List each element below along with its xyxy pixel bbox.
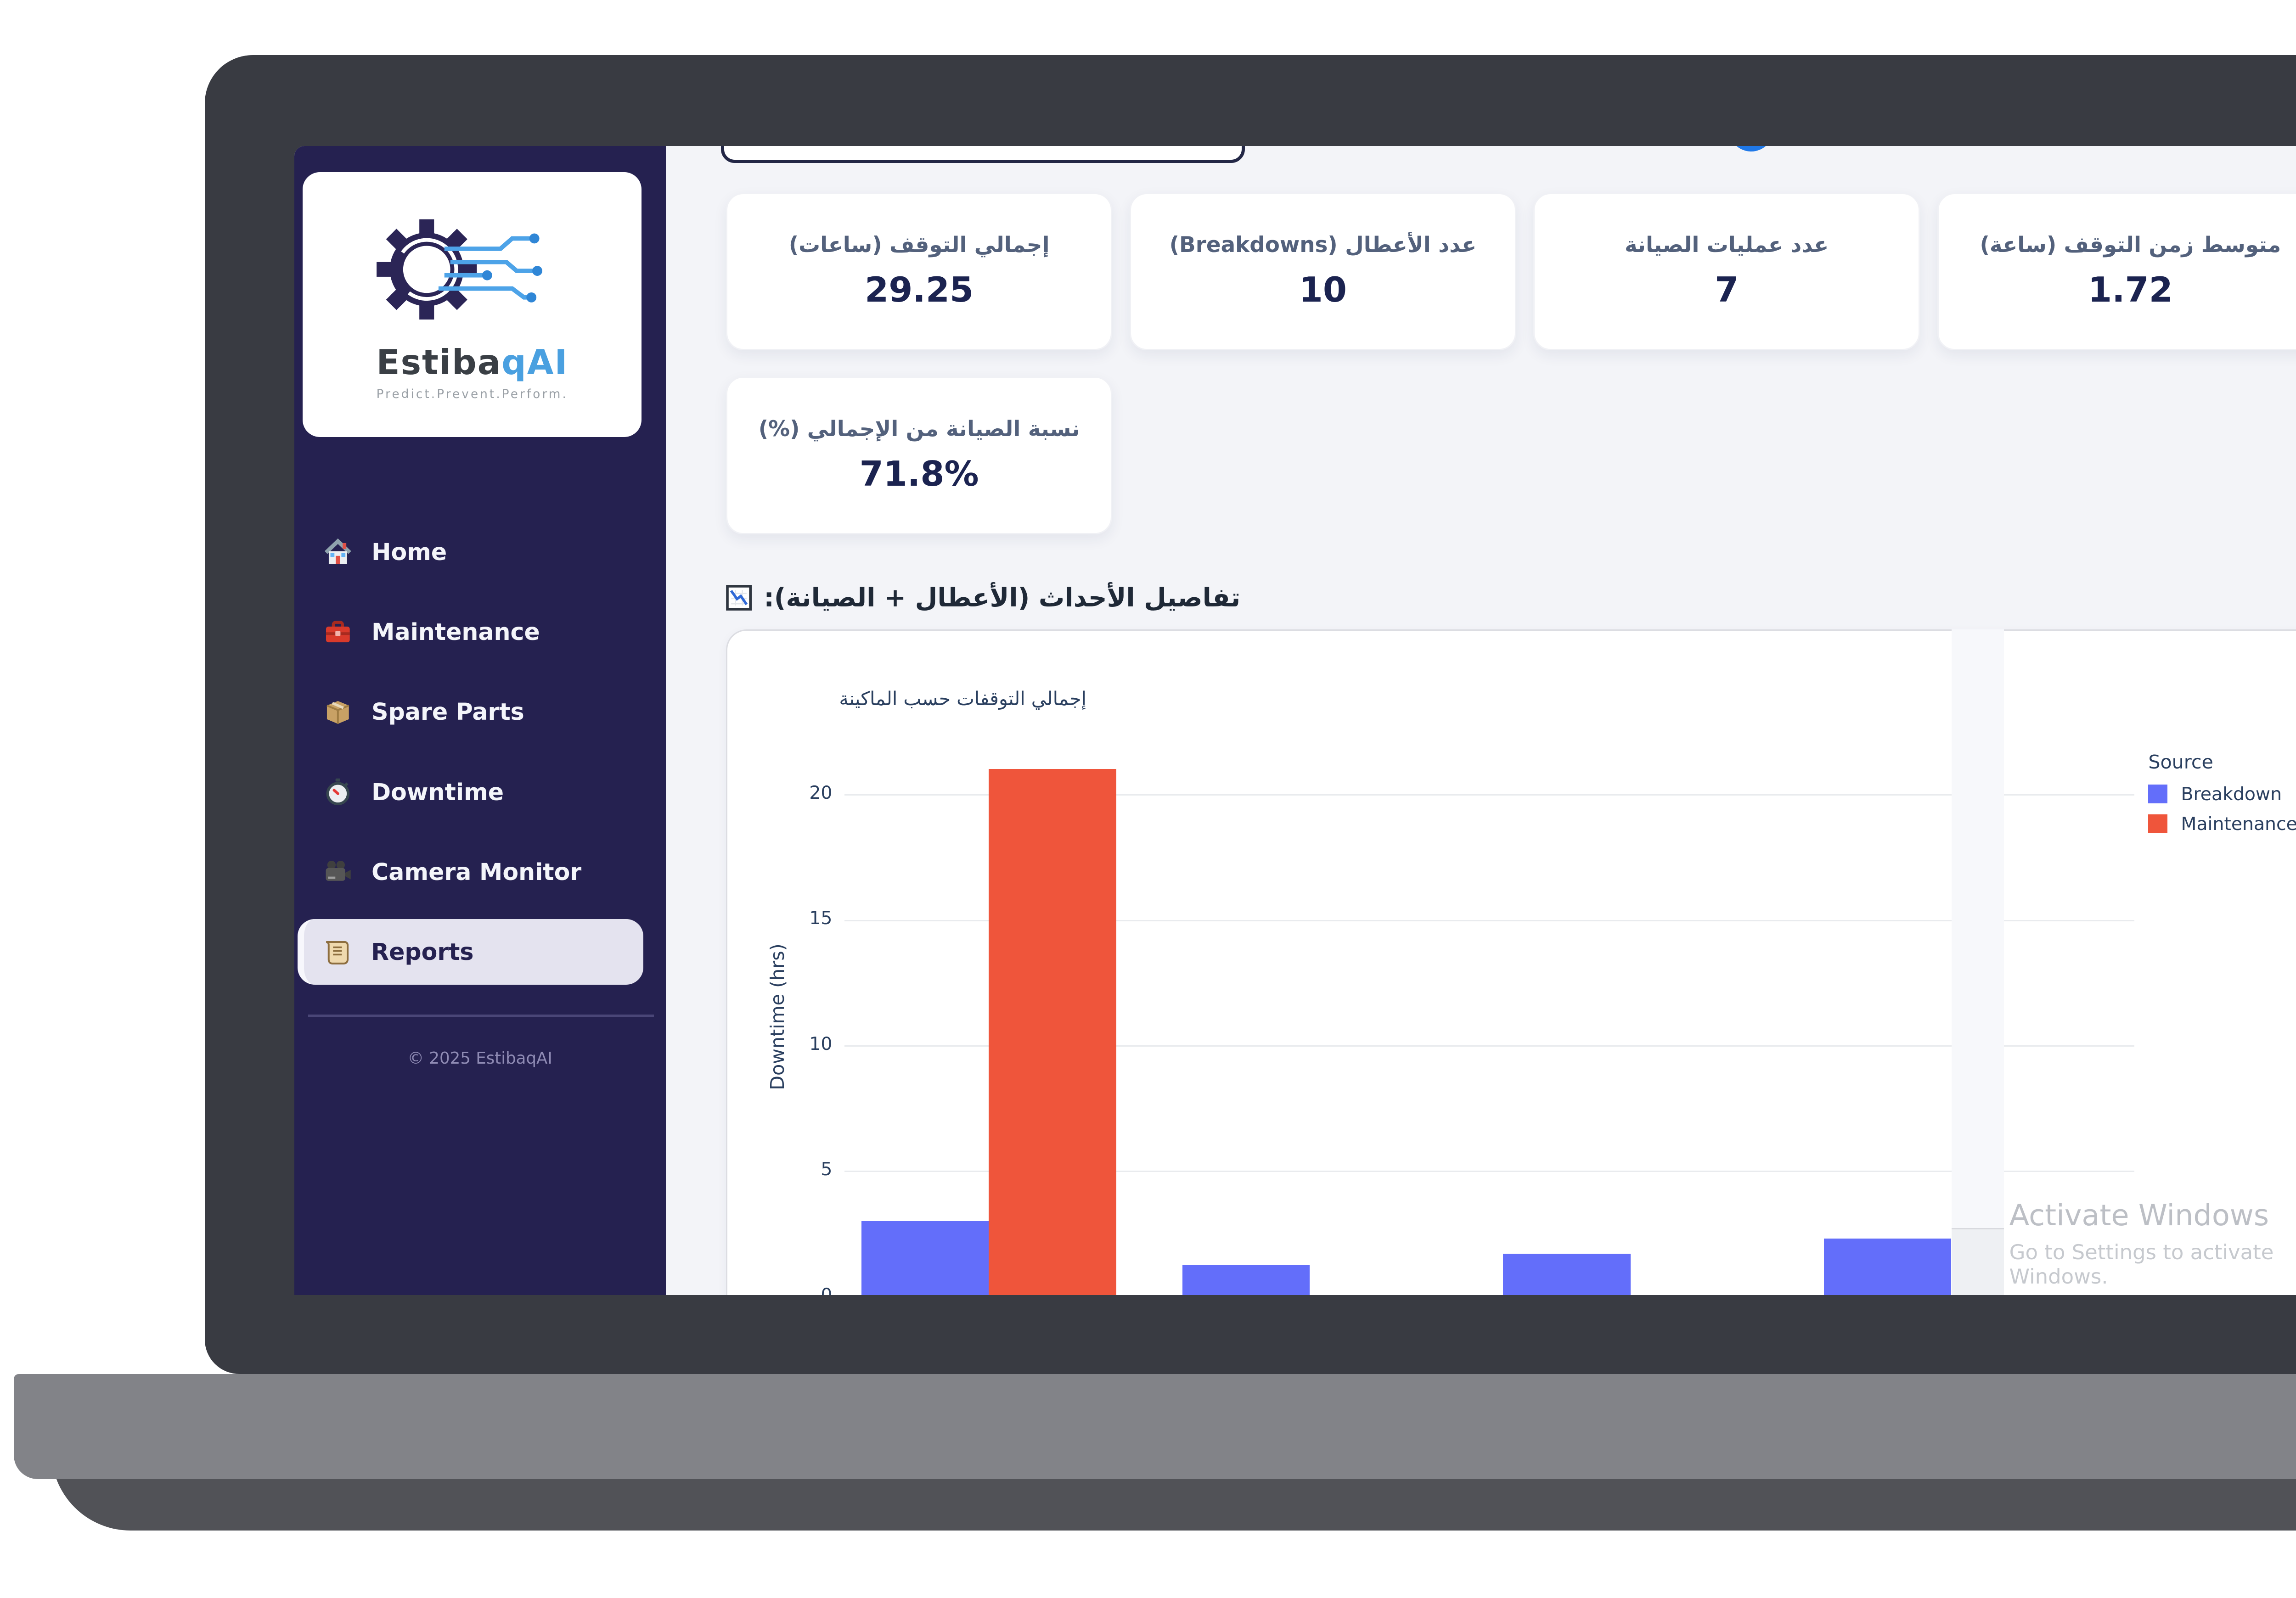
sidebar-item-reports[interactable]: Reports [298,919,644,985]
copyright-text: © 2025 EstibaqAI [407,1049,552,1068]
package-icon [323,697,353,727]
legend-entries: Breakdown Maintenance [2148,784,2296,835]
sidebar-item-label: Camera Monitor [371,858,582,886]
home-icon [323,538,353,567]
legend-swatch-maintenance [2148,814,2167,834]
sidebar-item-maintenance[interactable]: Maintenance [298,600,643,665]
legend-title: Source [2148,751,2213,774]
brand-name: EstibaqAI [376,342,568,382]
gridline-y-15 [844,920,2135,921]
legend-label: Breakdown [2181,783,2282,805]
filter-select-cutoff[interactable] [720,146,1245,163]
chart-legend: Source Breakdown Maintenance [2148,751,2296,843]
sidebar-item-label: Maintenance [371,618,540,646]
camera-icon [323,857,353,886]
primary-action-button-cutoff[interactable] [1729,146,1774,151]
activate-windows-subtext: Go to Settings to activate Windows. [2009,1240,2274,1289]
section-header: تفاصيل الأحداث (الأعطال + الصيانة): [726,583,1240,613]
stat-card-value: 1.72 [2088,269,2173,310]
bar-breakdown-machine-2 [1182,1265,1310,1295]
stat-card-label: متوسط زمن التوقف (ساعة) [1980,233,2281,258]
gridline-y-20 [844,794,2135,796]
stat-card-value: 71.8% [859,454,979,494]
downtime-chart-panel: إجمالي التوقفات حسب الماكينة Downtime (h… [726,629,2296,1295]
sidebar: EstibaqAI Predict.Prevent.Perform. Home M… [294,146,666,1295]
bar-breakdown-machine-4 [1824,1239,1952,1295]
bar-maintenance-machine-1 [989,769,1116,1295]
gridline-y-10 [844,1045,2135,1047]
brand-name-dark: Estiba [376,342,502,382]
brand-tagline: Predict.Prevent.Perform. [376,387,568,401]
right-gutter-lower [1952,1228,2004,1295]
stat-card: عدد عمليات الصيانة 7 [1533,192,1920,350]
y-tick-label-20: 20 [809,782,833,803]
right-gutter [1952,629,2004,1295]
stat-card: عدد الأعطال (Breakdowns) 10 [1130,192,1516,350]
chart-decrease-icon [726,585,752,611]
sidebar-item-home[interactable]: Home [298,519,643,584]
laptop-base [13,1374,2296,1479]
sidebar-item-label: Spare Parts [371,698,524,726]
legend-label: Maintenance [2181,813,2296,835]
stat-card: نسبة الصيانة من الإجمالي (%) 71.8% [726,376,1113,534]
right-gutter-divider [1952,1228,2004,1229]
stat-card-label: إجمالي التوقف (ساعات) [788,233,1050,258]
logo-gear-icon [376,207,569,338]
legend-entry-maintenance[interactable]: Maintenance [2148,813,2296,835]
stat-card-value: 7 [1715,269,1739,310]
y-tick-label-15: 15 [809,908,833,929]
y-tick-label-0: 0 [821,1284,833,1295]
sidebar-item-downtime[interactable]: Downtime [298,759,643,824]
legend-entry-breakdown[interactable]: Breakdown [2148,784,2296,805]
bar-breakdown-machine-3 [1503,1253,1631,1295]
stat-card-label: عدد الأعطال (Breakdowns) [1169,233,1477,258]
scroll-icon [323,937,352,967]
stat-card-label: نسبة الصيانة من الإجمالي (%) [758,416,1080,442]
sidebar-item-label: Reports [371,938,474,965]
legend-swatch-breakdown [2148,785,2167,804]
sidebar-item-label: Downtime [371,778,504,806]
gridline-y-5 [844,1171,2135,1172]
stat-card: إجمالي التوقف (ساعات) 29.25 [726,192,1113,350]
brand-name-accent: qAI [501,342,568,382]
chart-title: إجمالي التوقفات حسب الماكينة [839,687,1086,710]
sidebar-item-spare-parts[interactable]: Spare Parts [298,679,643,745]
section-title: تفاصيل الأحداث (الأعطال + الصيانة): [764,583,1241,613]
activate-windows-text: Activate Windows [2009,1199,2269,1233]
stat-card: متوسط زمن التوقف (ساعة) 1.72 [1937,192,2296,350]
sidebar-item-label: Home [371,538,447,566]
sidebar-nav: Home Maintenance Spare Parts Downtime Camera… [298,519,644,999]
y-tick-label-10: 10 [809,1033,833,1054]
chart-y-axis-title: Downtime (hrs) [766,943,788,1090]
toolbox-icon [323,617,353,647]
sidebar-divider [308,1015,654,1018]
sidebar-item-camera-monitor[interactable]: Camera Monitor [298,839,643,904]
app-screen: EstibaqAI Predict.Prevent.Perform. Home M… [294,146,2296,1295]
y-tick-label-5: 5 [821,1159,833,1180]
stopwatch-icon [323,777,353,807]
bar-breakdown-machine-1 [861,1221,989,1295]
stat-card-value: 10 [1299,269,1347,310]
stat-card-value: 29.25 [865,269,974,310]
stat-card-label: عدد عمليات الصيانة [1625,233,1829,258]
logo-card: EstibaqAI Predict.Prevent.Perform. [303,172,642,437]
main-content: إجمالي التوقف (ساعات) 29.25 عدد الأعطال (B… [666,146,2296,1295]
